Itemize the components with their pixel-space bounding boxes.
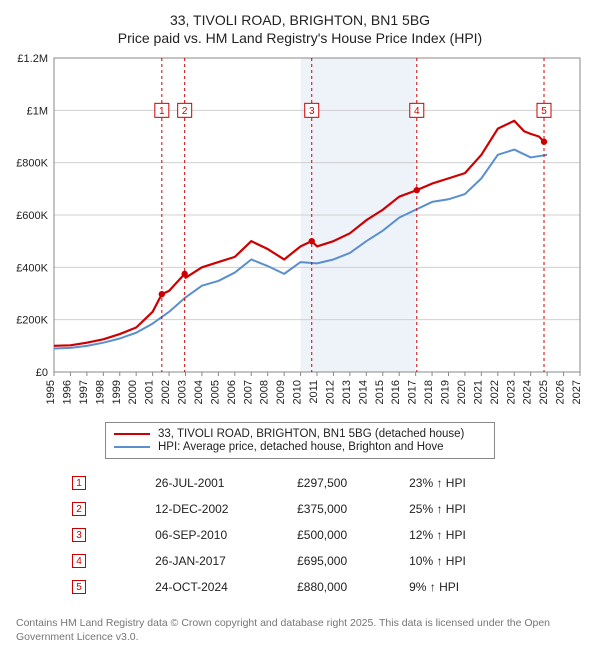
events-table: 1 26-JUL-2001£297,50023% ↑ HPI 2 12-DEC-200… (65, 469, 535, 601)
event-date: 24-OCT-2024 (154, 575, 294, 599)
table-row: 2 12-DEC-2002£375,00025% ↑ HPI (67, 497, 533, 521)
svg-text:2009: 2009 (275, 380, 287, 404)
svg-text:1995: 1995 (45, 380, 57, 404)
event-pct: 12% ↑ HPI (408, 523, 533, 547)
event-price: £297,500 (296, 471, 406, 495)
svg-text:£200K: £200K (16, 315, 48, 327)
svg-text:2000: 2000 (127, 380, 139, 404)
svg-text:2021: 2021 (472, 380, 484, 404)
legend-label: HPI: Average price, detached house, Brig… (158, 441, 444, 453)
svg-text:2011: 2011 (308, 380, 320, 404)
svg-text:1997: 1997 (78, 380, 90, 404)
event-marker-icon: 3 (72, 528, 86, 542)
svg-text:5: 5 (541, 106, 547, 117)
attribution: Contains HM Land Registry data © Crown c… (10, 617, 590, 644)
svg-text:2008: 2008 (259, 380, 271, 404)
event-marker-icon: 4 (72, 554, 86, 568)
svg-text:£1.2M: £1.2M (17, 53, 48, 65)
svg-text:£600K: £600K (16, 210, 48, 222)
svg-text:1996: 1996 (61, 380, 73, 404)
legend-swatch-paid (114, 433, 150, 435)
svg-text:£400K: £400K (16, 262, 48, 274)
event-price: £880,000 (296, 575, 406, 599)
svg-text:2025: 2025 (538, 380, 550, 404)
svg-text:1998: 1998 (94, 380, 106, 404)
svg-text:2026: 2026 (555, 380, 567, 404)
svg-text:2017: 2017 (407, 380, 419, 404)
svg-text:2016: 2016 (390, 380, 402, 404)
event-pct: 9% ↑ HPI (408, 575, 533, 599)
svg-text:3: 3 (309, 106, 315, 117)
price-chart: £0 £200K £400K £600K £800K £1M £1.2M 1995 1996 19… (10, 52, 590, 412)
svg-text:2002: 2002 (160, 380, 172, 404)
event-price: £375,000 (296, 497, 406, 521)
event-date: 26-JAN-2017 (154, 549, 294, 573)
event-pct: 10% ↑ HPI (408, 549, 533, 573)
legend: 33, TIVOLI ROAD, BRIGHTON, BN1 5BG (deta… (105, 422, 495, 459)
table-row: 4 26-JAN-2017£695,00010% ↑ HPI (67, 549, 533, 573)
table-row: 5 24-OCT-2024£880,0009% ↑ HPI (67, 575, 533, 599)
svg-text:2022: 2022 (489, 380, 501, 404)
svg-text:2023: 2023 (505, 380, 517, 404)
event-date: 12-DEC-2002 (154, 497, 294, 521)
table-row: 3 06-SEP-2010£500,00012% ↑ HPI (67, 523, 533, 547)
svg-text:2004: 2004 (193, 380, 205, 404)
event-marker-icon: 2 (72, 502, 86, 516)
legend-item-paid: 33, TIVOLI ROAD, BRIGHTON, BN1 5BG (deta… (114, 428, 486, 440)
table-row: 1 26-JUL-2001£297,50023% ↑ HPI (67, 471, 533, 495)
svg-text:1999: 1999 (111, 380, 123, 404)
svg-text:£800K: £800K (16, 158, 48, 170)
svg-text:2010: 2010 (292, 380, 304, 404)
svg-text:£1M: £1M (27, 105, 48, 117)
svg-text:2012: 2012 (324, 380, 336, 404)
svg-text:2001: 2001 (144, 380, 156, 404)
title-line-1: 33, TIVOLI ROAD, BRIGHTON, BN1 5BG (10, 12, 590, 28)
event-pct: 23% ↑ HPI (408, 471, 533, 495)
svg-text:2024: 2024 (522, 380, 534, 404)
event-price: £695,000 (296, 549, 406, 573)
event-date: 26-JUL-2001 (154, 471, 294, 495)
svg-text:2015: 2015 (374, 380, 386, 404)
svg-text:2013: 2013 (341, 380, 353, 404)
svg-text:£0: £0 (36, 367, 48, 379)
svg-text:2003: 2003 (177, 380, 189, 404)
legend-swatch-hpi (114, 446, 150, 448)
svg-text:2020: 2020 (456, 380, 468, 404)
svg-text:2006: 2006 (226, 380, 238, 404)
event-pct: 25% ↑ HPI (408, 497, 533, 521)
svg-text:2014: 2014 (357, 380, 369, 404)
svg-text:2005: 2005 (209, 380, 221, 404)
event-marker-icon: 5 (72, 580, 86, 594)
title-line-2: Price paid vs. HM Land Registry's House … (10, 30, 590, 46)
event-date: 06-SEP-2010 (154, 523, 294, 547)
svg-text:1: 1 (159, 106, 165, 117)
title-block: 33, TIVOLI ROAD, BRIGHTON, BN1 5BG Price… (10, 12, 590, 46)
svg-text:2027: 2027 (571, 380, 583, 404)
legend-label: 33, TIVOLI ROAD, BRIGHTON, BN1 5BG (deta… (158, 428, 464, 440)
svg-text:2: 2 (182, 106, 188, 117)
svg-text:4: 4 (414, 106, 420, 117)
event-marker-icon: 1 (72, 476, 86, 490)
svg-text:2007: 2007 (242, 380, 254, 404)
svg-text:2018: 2018 (423, 380, 435, 404)
page: 33, TIVOLI ROAD, BRIGHTON, BN1 5BG Price… (0, 0, 600, 650)
svg-text:2019: 2019 (440, 380, 452, 404)
legend-item-hpi: HPI: Average price, detached house, Brig… (114, 441, 486, 453)
event-price: £500,000 (296, 523, 406, 547)
